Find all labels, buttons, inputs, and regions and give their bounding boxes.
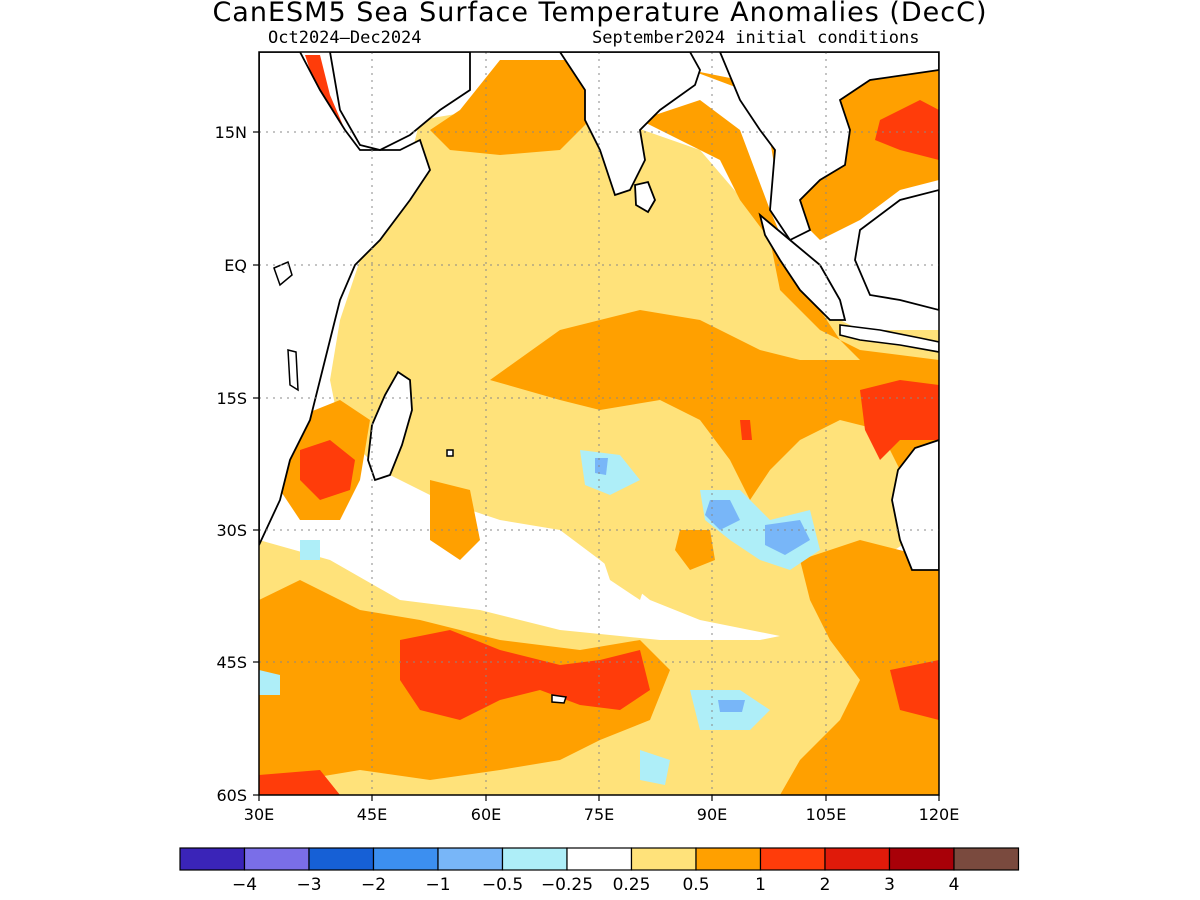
- colorbar-swatch-2: [308, 847, 375, 871]
- colorbar-swatch-5: [501, 847, 568, 871]
- forecast-period: Oct2024–Dec2024: [268, 28, 422, 48]
- colorbar-label-11: 4: [949, 875, 960, 895]
- sri-lanka-land: [634, 180, 656, 214]
- lat-label-15s: 15S: [216, 389, 247, 408]
- lat-label-60s: 60S: [216, 786, 247, 805]
- australia-land: [891, 439, 939, 571]
- colorbar-label-7: 0.5: [682, 875, 709, 895]
- initial-conditions: September2024 initial conditions: [592, 28, 920, 48]
- colorbar-label-0: −4: [232, 875, 257, 895]
- colorbar-label-3: −1: [425, 875, 450, 895]
- island-small-2: [287, 349, 299, 392]
- india-land: [490, 52, 701, 197]
- sumatra-land: [758, 212, 847, 321]
- lon-label-45e: 45E: [357, 805, 387, 824]
- island-small-1: [273, 260, 293, 287]
- lon-tick-labels: 30E 45E 60E 75E 90E 105E 120E: [244, 805, 960, 824]
- colorbar-swatch-6: [566, 847, 633, 871]
- colorbar-labels: −4 −3 −2 −1 −0.5 −0.25 0.25 0.5 1 2 3 4: [232, 875, 959, 895]
- colorbar-label-4: −0.5: [482, 875, 523, 895]
- colorbar-label-8: 1: [755, 875, 766, 895]
- madagascar-land: [367, 370, 413, 482]
- tick-marks: [253, 131, 940, 801]
- graticule: [259, 52, 939, 795]
- colorbar-label-10: 3: [884, 875, 895, 895]
- lon-label-120e: 120E: [919, 805, 960, 824]
- lat-label-15n: 15N: [215, 123, 247, 142]
- colorbar-swatch-11: [888, 847, 955, 871]
- colorbar-swatch-4: [437, 847, 504, 871]
- colorbar-swatch-9: [759, 847, 826, 871]
- lon-label-105e: 105E: [806, 805, 847, 824]
- colorbar-swatch-7: [630, 847, 697, 871]
- lat-label-eq: EQ: [224, 256, 247, 275]
- arabia-land: [329, 52, 471, 151]
- colorbar-swatch-3: [372, 847, 439, 871]
- island-small-4: [446, 449, 454, 457]
- map-title: CanESM5 Sea Surface Temperature Anomalie…: [212, 0, 988, 28]
- africa-arabia-land: [259, 52, 431, 546]
- lon-label-75e: 75E: [584, 805, 614, 824]
- lon-label-90e: 90E: [697, 805, 727, 824]
- land-masses: [259, 52, 939, 704]
- lon-label-60e: 60E: [471, 805, 501, 824]
- lat-tick-labels: 15N EQ 15S 30S 45S 60S: [215, 123, 247, 805]
- colorbar-label-1: −3: [296, 875, 321, 895]
- lat-label-45s: 45S: [216, 653, 247, 672]
- indochina-land: [719, 52, 939, 242]
- colorbar-swatch-0: [179, 847, 246, 871]
- colorbar-swatch-1: [243, 847, 310, 871]
- colorbar-label-6: 0.25: [613, 875, 651, 895]
- colorbar-swatch-12: [953, 847, 1020, 871]
- colorbar-label-5: −0.25: [541, 875, 593, 895]
- colorbar-swatch-10: [824, 847, 891, 871]
- island-small-3: [551, 694, 567, 704]
- lon-label-30e: 30E: [244, 805, 274, 824]
- colorbar-label-2: −2: [361, 875, 386, 895]
- colorbar-label-9: 2: [820, 875, 831, 895]
- colorbar-swatch-8: [695, 847, 762, 871]
- colorbar: [179, 847, 1020, 871]
- borneo-java-land: [854, 189, 939, 311]
- java-land: [839, 324, 939, 353]
- lat-label-30s: 30S: [216, 521, 247, 540]
